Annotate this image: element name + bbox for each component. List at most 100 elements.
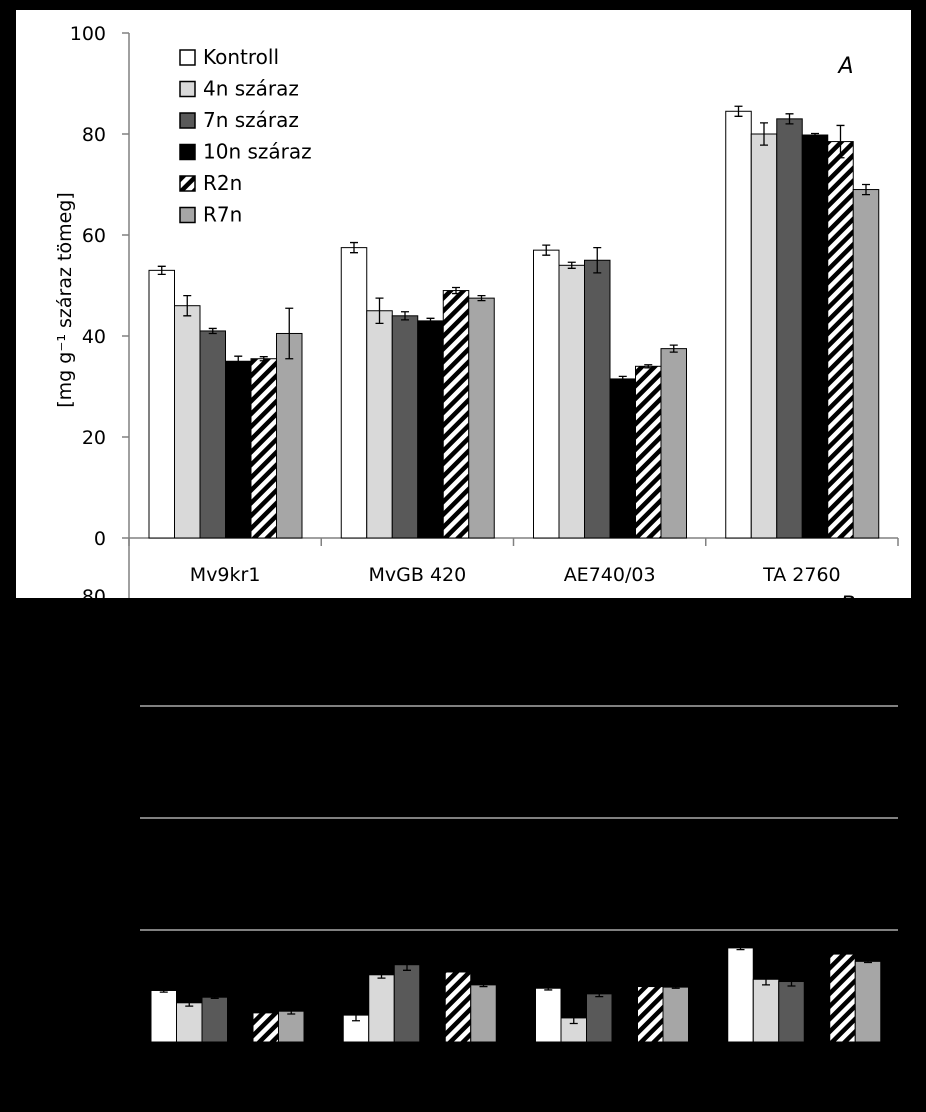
- panel-b-bar-ae740-03-kontroll: [535, 987, 562, 1043]
- panel-a-error-bar-ae740-03-4n-sz-raz: [567, 261, 576, 269]
- panel-a-y-tick-label: 80: [82, 124, 106, 146]
- panel-a-error-bar-ae740-03-r2n: [644, 364, 653, 369]
- panel-a-letter: A: [836, 54, 853, 79]
- panel-a-bar-ae740-03-7n-sz-raz: [584, 259, 611, 539]
- panel-a-bar-mvgb-420-10n-sz-raz: [417, 320, 444, 539]
- panel-b-bar-mv9kr1-r7n: [278, 1010, 305, 1043]
- panel-a-bar-ae740-03-r7n: [660, 348, 687, 539]
- panel-a-bar-mv9kr1-10n-sz-raz: [225, 360, 252, 539]
- legend-swatch-r2n: [179, 175, 196, 192]
- legend-label-4n-sz-raz: 4n száraz: [203, 77, 299, 101]
- panel-b-error-bar-mvgb-420-4n-sz-raz: [377, 970, 386, 979]
- legend-swatch-kontroll: [179, 49, 196, 66]
- panel-a-error-bar-ae740-03-10n-sz-raz: [618, 375, 627, 383]
- panel-b-error-bar-ae740-03-7n-sz-raz: [595, 990, 604, 998]
- panel-b-bar-ta-2760-7n-sz-raz: [778, 981, 805, 1043]
- panel-a-error-bar-ta-2760-4n-sz-raz: [760, 122, 768, 146]
- panel-a-bar-mv9kr1-7n-sz-raz: [199, 330, 226, 539]
- panel-b-error-bar-ae740-03-r7n: [671, 985, 680, 989]
- panel-a-error-bar-ae740-03-kontroll: [542, 244, 551, 256]
- panel-a-y-tick-label: 0: [94, 528, 106, 550]
- panel-b-bar-mv9kr1-4n-sz-raz: [176, 1002, 203, 1043]
- panel-a-bar-ae740-03-kontroll: [533, 249, 560, 539]
- panel-b-bar-mv9kr1-7n-sz-raz: [201, 996, 228, 1043]
- panel-a-y-axis-label: [mg g⁻¹ száraz tömeg]: [54, 192, 76, 408]
- panel-a-bar-mvgb-420-kontroll: [340, 247, 368, 539]
- panel-a-bar-mv9kr1-r2n: [250, 358, 277, 539]
- panel-a-y-tick-label: 60: [82, 225, 106, 247]
- panel-a-category-label-ae740-03: AE740/03: [564, 564, 656, 586]
- panel-a-error-bar-ta-2760-7n-sz-raz: [785, 113, 794, 125]
- panel-a-bar-ae740-03-r2n: [635, 365, 662, 539]
- panel-b-error-bar-ae740-03-kontroll: [544, 985, 553, 991]
- panel-b-error-bar-mv9kr1-7n-sz-raz: [210, 995, 219, 999]
- panel-a-bar-mvgb-420-r7n: [468, 297, 495, 539]
- panel-b-bar-ae740-03-r7n: [662, 986, 689, 1043]
- panel-b-error-bar-ta-2760-kontroll: [736, 945, 745, 951]
- panel-b-error-bar-mvgb-420-kontroll: [352, 1008, 360, 1022]
- panel-b-bar-mvgb-420-r7n: [470, 984, 497, 1043]
- panel-b-bar-ae740-03-r2n: [637, 986, 664, 1043]
- panel-a-error-bar-mv9kr1-r2n: [259, 356, 268, 362]
- panel-a-y-tick-label: 40: [82, 326, 106, 348]
- panel-a-bar-mv9kr1-r7n: [276, 332, 303, 539]
- panel-a-bar-mvgb-420-4n-sz-raz: [366, 310, 393, 539]
- panel-b-bar-ta-2760-kontroll: [727, 947, 754, 1043]
- panel-a-error-bar-mvgb-420-4n-sz-raz: [375, 297, 384, 325]
- panel-a-bar-ta-2760-kontroll: [725, 110, 752, 539]
- legend-swatch-r7n: [179, 206, 196, 224]
- legend-label-r2n: R2n: [203, 171, 242, 195]
- panel-a-error-bar-ae740-03-7n-sz-raz: [593, 246, 602, 274]
- legend: Kontroll 4n száraz 7n száraz 10n száraz R2n R…: [179, 45, 312, 227]
- panel-a-error-bar-mvgb-420-r7n: [477, 294, 486, 302]
- panel-b-error-bar-mv9kr1-r7n: [287, 1007, 296, 1015]
- panel-b-bar-mvgb-420-r2n: [444, 971, 472, 1043]
- panel-a-error-bar-mvgb-420-kontroll: [350, 241, 358, 254]
- legend-swatch-10n-sz-raz: [179, 143, 196, 161]
- panel-b-bar-mvgb-420-7n-sz-raz: [393, 964, 421, 1043]
- panel-a-error-bar-mv9kr1-kontroll: [157, 265, 166, 276]
- panel-a-error-bar-mv9kr1-10n-sz-raz: [234, 355, 243, 367]
- panel-a-bar-ta-2760-7n-sz-raz: [776, 118, 803, 539]
- legend-label-10n-sz-raz: 10n száraz: [203, 140, 312, 164]
- panel-a-error-bar-mvgb-420-10n-sz-raz: [426, 317, 435, 325]
- panel-a-error-bar-ta-2760-r7n: [862, 183, 870, 196]
- panel-b-bar-mv9kr1-r2n: [252, 1012, 279, 1043]
- panel-a-bar-ae740-03-10n-sz-raz: [609, 378, 636, 539]
- panel-a-bar-mv9kr1-4n-sz-raz: [174, 305, 201, 539]
- legend-label-r7n: R7n: [203, 203, 242, 227]
- panel-b-bar-mv9kr1-kontroll: [150, 989, 177, 1043]
- legend-swatch-7n-sz-raz: [179, 112, 196, 129]
- panel-b-error-bar-ae740-03-4n-sz-raz: [569, 1011, 578, 1025]
- legend-label-7n-sz-raz: 7n száraz: [203, 108, 299, 132]
- panel-a-bar-mvgb-420-r2n: [442, 290, 470, 539]
- panel-a-error-bar-ta-2760-r2n: [836, 124, 845, 159]
- panel-a-bar-ta-2760-r2n: [827, 141, 854, 539]
- panel-a-error-bar-mvgb-420-7n-sz-raz: [401, 311, 409, 321]
- panel-b-bar-ae740-03-7n-sz-raz: [586, 993, 613, 1043]
- panel-a-bar-mvgb-420-7n-sz-raz: [391, 315, 419, 539]
- panel-a-category-label-mvgb-420: MvGB 420: [369, 564, 467, 586]
- legend-label-kontroll: Kontroll: [203, 45, 279, 69]
- panel-a-error-bar-mv9kr1-4n-sz-raz: [183, 294, 192, 317]
- panel-a-bar-ta-2760-r7n: [852, 189, 880, 539]
- panel-b-letter: B: [840, 593, 855, 618]
- panel-a-bar-ae740-03-4n-sz-raz: [558, 264, 585, 539]
- panel-b-error-bar-mvgb-420-7n-sz-raz: [403, 958, 411, 971]
- panel-a-bar-ta-2760-4n-sz-raz: [750, 133, 778, 539]
- panel-b-bar-ta-2760-r7n: [854, 960, 882, 1043]
- panel-b-bar-mvgb-420-4n-sz-raz: [368, 974, 395, 1043]
- panel-b-error-bar-ta-2760-7n-sz-raz: [787, 976, 796, 987]
- panel-a-y-tick-label: 20: [82, 427, 106, 449]
- panel-a-category-label-mv9kr1: Mv9kr1: [190, 564, 261, 586]
- panel-a-bar-ta-2760-10n-sz-raz: [801, 134, 829, 539]
- panel-b-top-tick-label: 80: [82, 586, 106, 608]
- panel-a-y-tick-label: 100: [70, 23, 106, 45]
- panel-a-error-bar-mvgb-420-r2n: [452, 286, 460, 295]
- panel-b-error-bar-ta-2760-4n-sz-raz: [762, 973, 770, 986]
- panel-b-error-bar-mv9kr1-kontroll: [159, 988, 168, 993]
- legend-swatch-4n-sz-raz: [179, 80, 196, 98]
- panel-b-bar-ta-2760-r2n: [829, 953, 856, 1043]
- panel-b-error-bar-mvgb-420-r7n: [479, 982, 488, 988]
